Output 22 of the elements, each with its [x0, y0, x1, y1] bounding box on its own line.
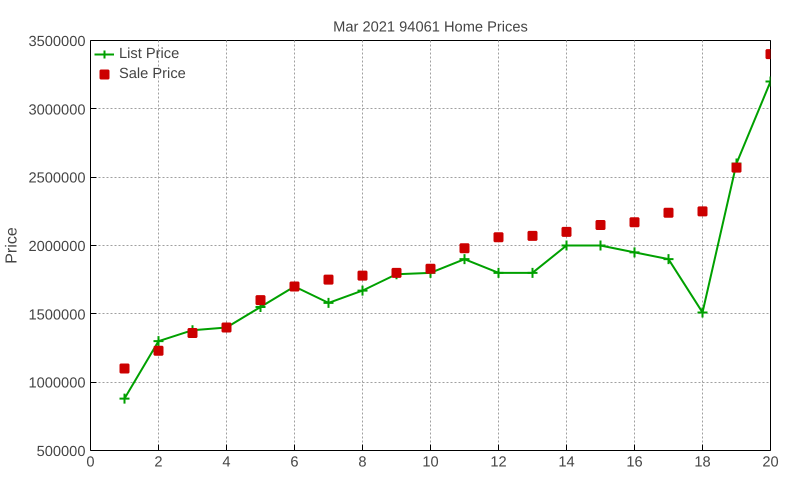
x-tick-label: 4 — [222, 454, 231, 470]
x-tick-label: 10 — [422, 454, 439, 470]
x-tick-label: 14 — [558, 454, 575, 470]
y-tick-label: 500000 — [36, 444, 86, 460]
x-tick-label: 6 — [290, 454, 299, 470]
y-tick-label: 1500000 — [28, 307, 86, 324]
y-axis-title: Price — [3, 227, 20, 264]
x-tick-label: 12 — [490, 454, 507, 470]
chart-title: Mar 2021 94061 Home Prices — [333, 20, 528, 36]
x-tick-label: 16 — [626, 454, 643, 470]
y-tick-label: 1000000 — [28, 376, 86, 392]
legend-label: Sale Price — [119, 66, 186, 82]
x-tick-label: 20 — [762, 454, 779, 470]
x-tick-label: 8 — [358, 454, 367, 470]
x-tick-label: 2 — [154, 454, 163, 470]
x-tick-label: 18 — [694, 454, 711, 470]
legend-label: List Price — [119, 46, 180, 62]
x-tick-label: 0 — [86, 454, 95, 470]
y-tick-label: 2000000 — [28, 239, 86, 255]
y-tick-label: 3000000 — [28, 102, 86, 118]
y-tick-label: 2500000 — [28, 170, 86, 187]
y-tick-label: 3500000 — [28, 34, 86, 50]
